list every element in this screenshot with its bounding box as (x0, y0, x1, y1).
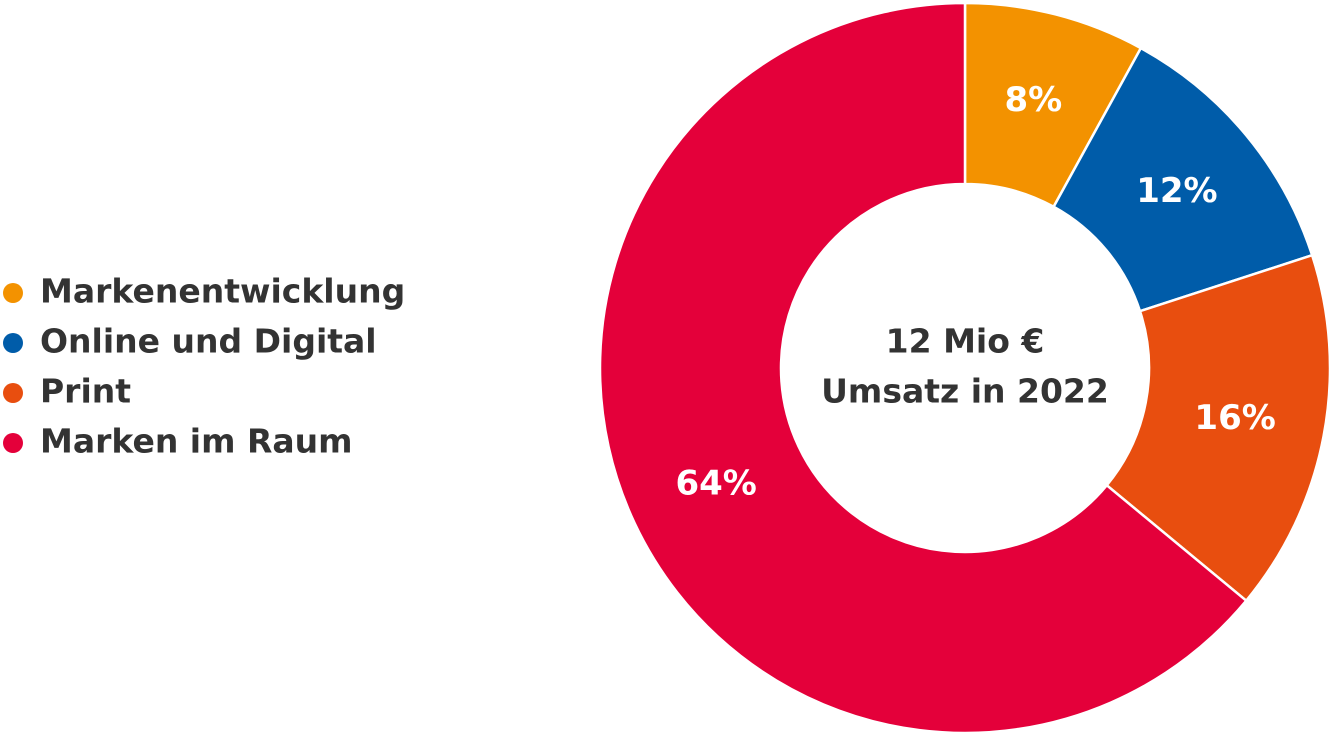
value-label: 64% (675, 464, 756, 504)
legend-label: Markenentwicklung (40, 272, 405, 311)
slice (598, 1, 1249, 735)
center-text: 12 Mio € (886, 322, 1045, 361)
value-label: 12% (1136, 171, 1217, 211)
slice (1051, 46, 1314, 313)
legend-label: Marken im Raum (40, 422, 353, 461)
value-label: 16% (1194, 398, 1275, 438)
slice (1105, 253, 1332, 603)
legend-marker (3, 383, 23, 403)
center-text: Umsatz in 2022 (821, 372, 1109, 411)
legend-marker (3, 333, 23, 353)
legend-marker (3, 283, 23, 303)
legend-label: Print (40, 372, 131, 411)
legend-marker (3, 433, 23, 453)
legend-label: Online und Digital (40, 322, 377, 361)
value-label: 8% (1005, 80, 1063, 120)
